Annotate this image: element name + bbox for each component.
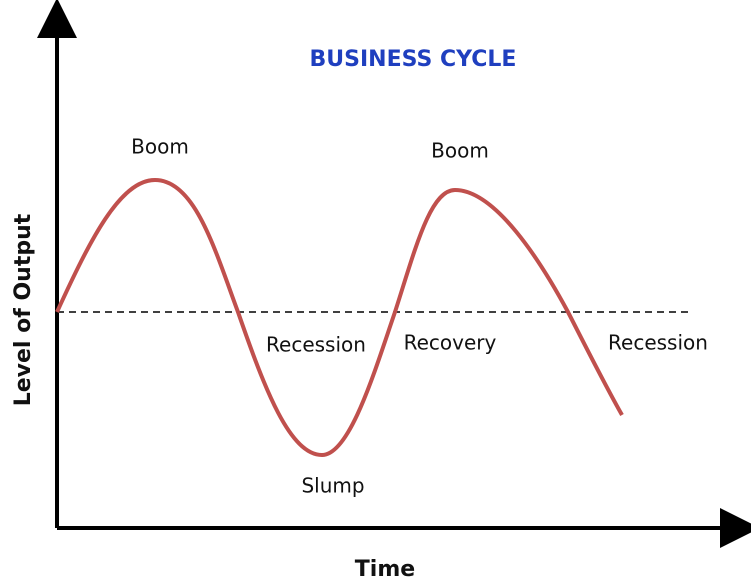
y-axis-label: Level of Output bbox=[11, 213, 36, 406]
title: BUSINESS CYCLE bbox=[310, 47, 517, 72]
phase-label: Boom bbox=[131, 135, 189, 159]
cycle-curve bbox=[55, 177, 624, 458]
phase-label: Recession bbox=[608, 331, 708, 355]
phase-label: Slump bbox=[301, 474, 364, 498]
phase-label: Boom bbox=[431, 139, 489, 163]
phase-label: Recovery bbox=[404, 331, 497, 355]
x-axis-label: Time bbox=[355, 557, 415, 582]
phase-label: Recession bbox=[266, 333, 366, 357]
